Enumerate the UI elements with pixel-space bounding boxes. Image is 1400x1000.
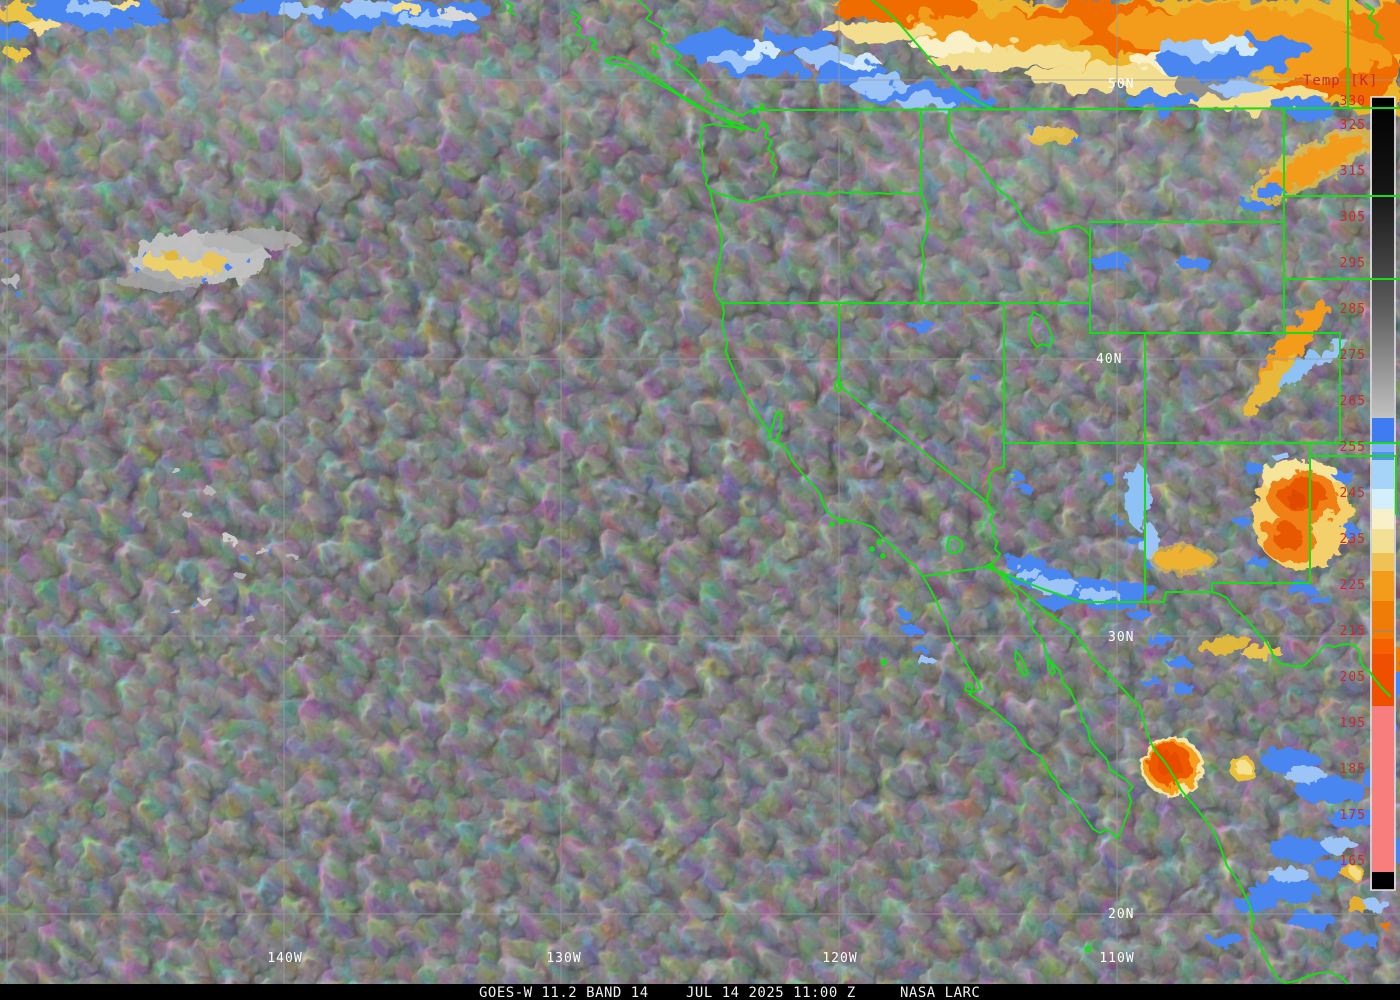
san-francisco-bay bbox=[769, 411, 783, 442]
caption-datetime: JUL 14 2025 11:00 Z bbox=[686, 985, 856, 1000]
caption-bar: GOES-W 11.2 BAND 14 JUL 14 2025 11:00 Z … bbox=[0, 984, 1400, 1000]
us-canada-border bbox=[760, 107, 1400, 111]
colorbar-labels: Temp [K] 330 325 315 305 295 285 275 265… bbox=[1303, 73, 1378, 869]
lat-label-40n: 40N bbox=[1096, 352, 1122, 367]
bc-coastline bbox=[637, 0, 762, 117]
colorbar-tick: 165 bbox=[1340, 854, 1366, 869]
colorbar-tick: 330 bbox=[1340, 94, 1366, 109]
colorbar-tick: 205 bbox=[1340, 670, 1366, 685]
arizona-mexico-border bbox=[983, 566, 1213, 603]
mexico-mainland-coast bbox=[987, 564, 1349, 985]
lat-label-30n: 30N bbox=[1108, 630, 1134, 645]
graticule-labels: 50N 40N 30N 20N 140W 130W 120W 110W bbox=[267, 77, 1134, 966]
nevada-utah-arizona-border bbox=[983, 302, 1005, 568]
speckle-clouds bbox=[0, 126, 1082, 659]
canada-lake bbox=[1365, 3, 1384, 40]
colorbar-tick: 305 bbox=[1340, 210, 1366, 225]
lake-tahoe bbox=[834, 380, 842, 392]
colorbar-tick: 215 bbox=[1340, 624, 1366, 639]
colorbar-tick: 175 bbox=[1340, 808, 1366, 823]
colorbar-tick: 225 bbox=[1340, 578, 1366, 593]
oregon-idaho-border bbox=[919, 192, 929, 305]
california-coast bbox=[721, 302, 924, 578]
map-borders bbox=[505, 0, 1400, 985]
lon-label-140w: 140W bbox=[267, 951, 302, 966]
gray-cloud-layer bbox=[0, 0, 1400, 975]
california-nevada-border bbox=[838, 302, 988, 503]
bc-islands bbox=[505, 1, 660, 58]
vancouver-island bbox=[604, 56, 747, 131]
lon-label-110w: 110W bbox=[1099, 951, 1134, 966]
bc-alberta-border bbox=[871, 0, 999, 111]
idaho-montana-border bbox=[948, 109, 1091, 237]
colorbar-tick: 265 bbox=[1340, 394, 1366, 409]
colorbar-tick: 295 bbox=[1340, 256, 1366, 271]
gulf-islands bbox=[964, 650, 1056, 693]
colorbar-tick: 275 bbox=[1340, 348, 1366, 363]
new-mexico-texas-border bbox=[1211, 442, 1397, 593]
scattered-cold-specks bbox=[908, 127, 1375, 659]
colorbar-tick: 325 bbox=[1340, 118, 1366, 133]
washington-coast bbox=[699, 126, 711, 191]
oregon-coast bbox=[709, 189, 723, 304]
cold-cloud-top-right bbox=[667, 0, 1400, 116]
lat-label-20n: 20N bbox=[1108, 907, 1134, 922]
colorbar-tick: 285 bbox=[1340, 302, 1366, 317]
great-salt-lake bbox=[1028, 311, 1054, 348]
offshore-islands bbox=[751, 104, 1092, 953]
caption-product: GOES-W 11.2 BAND 14 bbox=[479, 985, 649, 1000]
colorbar bbox=[1370, 96, 1396, 891]
colorbar-tick: 255 bbox=[1340, 440, 1366, 455]
us-mexico-border-west bbox=[922, 566, 985, 577]
colorbar-tick: 195 bbox=[1340, 716, 1366, 731]
colorbar-tick: 235 bbox=[1340, 532, 1366, 547]
lon-label-130w: 130W bbox=[546, 951, 581, 966]
columbia-river-border bbox=[709, 189, 922, 203]
salton-sea bbox=[946, 536, 964, 554]
baja-california-coast bbox=[922, 563, 1134, 839]
colorbar-tick: 245 bbox=[1340, 486, 1366, 501]
colorbar-tick: 185 bbox=[1340, 762, 1366, 777]
new-mexico-storm bbox=[1234, 451, 1362, 605]
caption-credit: NASA LARC bbox=[900, 985, 980, 1000]
colorbar-title: Temp [K] bbox=[1303, 73, 1378, 89]
rio-grande-border bbox=[1211, 591, 1391, 697]
lon-label-120w: 120W bbox=[822, 951, 857, 966]
colorbar-tick: 315 bbox=[1340, 164, 1366, 179]
puget-sound bbox=[703, 119, 778, 177]
lat-label-50n: 50N bbox=[1108, 77, 1134, 92]
